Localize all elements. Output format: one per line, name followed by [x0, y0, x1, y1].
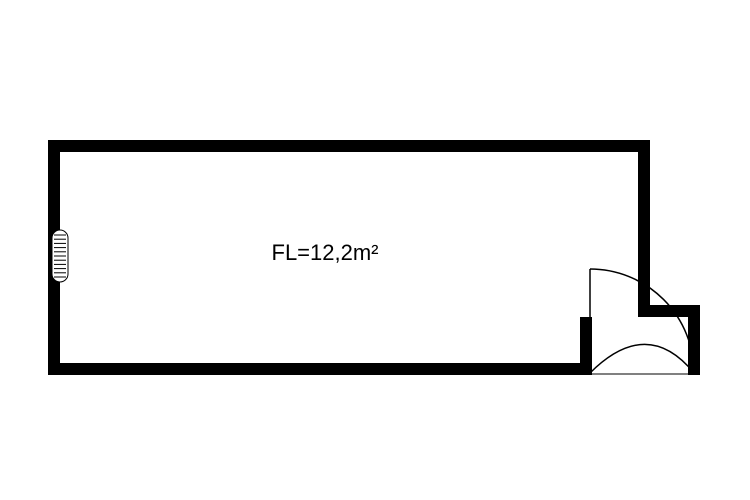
floor-area-label: FL=12,2m² [272, 240, 379, 265]
floorplan-svg: FL=12,2m² [0, 0, 750, 500]
radiator-icon [52, 230, 68, 282]
